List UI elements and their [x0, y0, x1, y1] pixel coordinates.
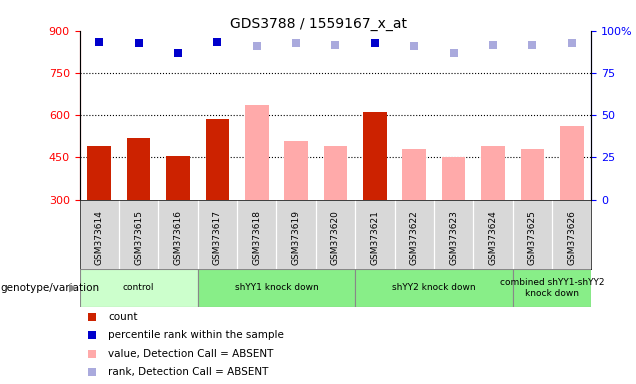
Text: shYY2 knock down: shYY2 knock down [392, 283, 476, 293]
Bar [363, 113, 387, 200]
FancyBboxPatch shape [198, 269, 355, 307]
Point [331, 42, 341, 48]
Point [370, 40, 380, 46]
Text: GSM373621: GSM373621 [370, 210, 379, 265]
Text: GSM373614: GSM373614 [95, 210, 104, 265]
Point [173, 50, 183, 56]
Text: GDS3788 / 1559167_x_at: GDS3788 / 1559167_x_at [230, 17, 406, 31]
Bar [166, 156, 190, 200]
Text: GSM373618: GSM373618 [252, 210, 261, 265]
Text: control: control [123, 283, 155, 293]
Text: shYY1 knock down: shYY1 knock down [235, 283, 318, 293]
Text: GSM373625: GSM373625 [528, 210, 537, 265]
Text: combined shYY1-shYY2
knock down: combined shYY1-shYY2 knock down [500, 278, 604, 298]
Point [252, 43, 262, 49]
Text: GSM373622: GSM373622 [410, 210, 418, 265]
Point [87, 314, 97, 320]
Point [212, 39, 223, 45]
Text: GSM373615: GSM373615 [134, 210, 143, 265]
FancyBboxPatch shape [355, 269, 513, 307]
Text: ▶: ▶ [69, 283, 78, 293]
Bar [403, 149, 426, 200]
Bar [205, 119, 229, 200]
Text: GSM373626: GSM373626 [567, 210, 576, 265]
FancyBboxPatch shape [513, 269, 591, 307]
Point [488, 42, 498, 48]
Bar [127, 138, 150, 200]
Point [94, 39, 104, 45]
FancyBboxPatch shape [80, 269, 198, 307]
Text: GSM373624: GSM373624 [488, 210, 497, 265]
Text: genotype/variation: genotype/variation [1, 283, 100, 293]
Point [409, 43, 419, 49]
Text: value, Detection Call = ABSENT: value, Detection Call = ABSENT [108, 349, 273, 359]
Bar [245, 105, 268, 200]
Point [448, 50, 459, 56]
Text: GSM373619: GSM373619 [292, 210, 301, 265]
Point [87, 369, 97, 375]
Point [291, 40, 301, 46]
Point [87, 332, 97, 338]
Bar [521, 149, 544, 200]
Bar [87, 146, 111, 200]
Point [134, 40, 144, 46]
Bar [442, 157, 466, 200]
Text: rank, Detection Call = ABSENT: rank, Detection Call = ABSENT [108, 367, 268, 377]
Point [567, 40, 577, 46]
Bar [284, 141, 308, 200]
Bar [324, 146, 347, 200]
Bar [560, 126, 584, 200]
Bar [481, 146, 505, 200]
Point [527, 42, 537, 48]
Text: GSM373620: GSM373620 [331, 210, 340, 265]
Text: GSM373616: GSM373616 [174, 210, 183, 265]
Point [87, 351, 97, 357]
Text: count: count [108, 312, 137, 322]
Text: percentile rank within the sample: percentile rank within the sample [108, 330, 284, 340]
Text: GSM373623: GSM373623 [449, 210, 458, 265]
Text: GSM373617: GSM373617 [213, 210, 222, 265]
